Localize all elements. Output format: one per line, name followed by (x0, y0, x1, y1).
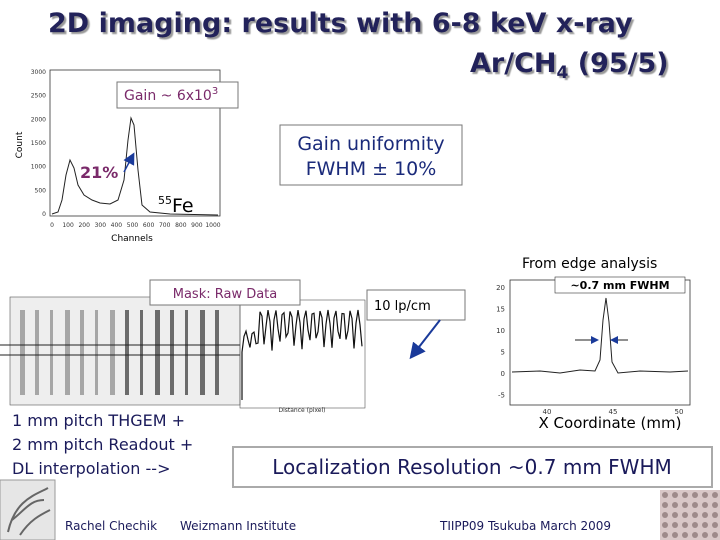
x-tick-label: 400 (111, 222, 123, 229)
fwhm-box (554, 276, 686, 294)
x-tick-label: 45 (609, 408, 618, 416)
stripe (200, 310, 205, 395)
x-tick-label: 700 (159, 222, 171, 229)
stripe (95, 310, 98, 395)
x-tick-label: 40 (543, 408, 552, 416)
y-tick-label: 0 (501, 370, 505, 378)
footer: Rachel Chechik Weizmann Institute TIIPP0… (65, 519, 611, 533)
y-tick-label: -5 (498, 392, 505, 400)
x-tick-label: 1000 (205, 222, 220, 229)
profile-curve (241, 309, 363, 400)
stripe (140, 310, 143, 395)
stripe (215, 310, 219, 395)
plot-frame (49, 69, 221, 217)
result-text: Localization Resolution ~0.7 mm FWHM (272, 455, 672, 479)
y-tick-label: 2000 (31, 116, 46, 123)
y-tick-label: 10 (496, 327, 505, 335)
axis-label: Count (15, 131, 25, 158)
y-tick-label: 3000 (31, 69, 46, 76)
gain-text: Gain ~ 6x10 (124, 88, 212, 104)
note: 1 mm pitch THGEM + (12, 411, 185, 430)
uniformity-text: FWHM ± 10% (306, 158, 437, 180)
note: 2 mm pitch Readout + (12, 435, 193, 454)
arrow (409, 319, 441, 360)
stripe (50, 310, 53, 395)
y-tick-label: 500 (35, 187, 47, 194)
spectrum-plot: 3000 2500 2000 1500 1000 500 00 100 200 300 400 500… (15, 69, 239, 244)
stripe (170, 310, 174, 395)
axis-label: X Coordinate (mm) (539, 414, 682, 432)
title-part: (95/5) (568, 48, 668, 79)
edge-plot: From edge analysis ~0.7 mm FWHM 20151050… (496, 256, 691, 432)
spectrum-curve (51, 116, 219, 216)
x-tick-label: 600 (143, 222, 155, 229)
mask-box (149, 279, 301, 306)
source-text: Fe (172, 195, 194, 217)
gain-sup: 3 (212, 86, 218, 97)
title: 2D imaging: results with 6-8 keV x-ray A… (48, 8, 669, 83)
x-tick-label: 900 (191, 222, 203, 229)
footer-institute: Weizmann Institute (180, 519, 296, 533)
y-tick-label: 1500 (31, 140, 46, 147)
stripe (20, 310, 25, 395)
stripe (80, 310, 84, 395)
stripe (125, 310, 129, 395)
stripe (35, 310, 39, 395)
mask-label: Mask: Raw Data (173, 287, 278, 302)
plot-frame (509, 279, 691, 406)
x-tick-label: 0 (50, 222, 54, 229)
footer-author: Rachel Chechik (65, 519, 157, 533)
stripe (155, 310, 160, 395)
notes: 1 mm pitch THGEM + 2 mm pitch Readout + … (12, 411, 193, 478)
lp-box (366, 289, 466, 321)
uniformity-text: Gain uniformity (297, 133, 444, 155)
x-tick-label: 500 (127, 222, 139, 229)
y-tick-label: 2500 (31, 93, 46, 100)
stripe (110, 310, 115, 395)
result-box (232, 446, 713, 488)
fwhm-label: ~0.7 mm FWHM (570, 279, 669, 292)
y-tick-label: 1000 (31, 164, 46, 171)
note: DL interpolation --> (12, 459, 170, 478)
resolution-label: 21% (80, 163, 118, 182)
arrow (123, 152, 135, 173)
title-sub: 4 (556, 63, 568, 83)
gain-box (116, 81, 239, 109)
footer-event: TIIPP09 Tsukuba March 2009 (439, 519, 611, 533)
stripe (65, 310, 70, 395)
source-label: 55Fe (158, 194, 194, 217)
gain-label: Gain ~ 6x103 (124, 86, 218, 104)
x-tick-label: 50 (675, 408, 684, 416)
raw-image: Distance (pixel) Mask: Raw Data 10 lp/cm (0, 279, 466, 414)
edge-curve (511, 297, 689, 374)
source-sup: 55 (158, 194, 172, 207)
x-tick-label: 200 (78, 222, 90, 229)
y-tick-label: 5 (501, 349, 505, 357)
axis-label: Distance (pixel) (278, 407, 325, 414)
uniformity-box (279, 124, 463, 186)
y-tick-label: 0 (42, 211, 46, 218)
edge-caption: From edge analysis (522, 256, 657, 272)
title-line: 2D imaging: results with 6-8 keV x-ray (48, 8, 633, 39)
stripe (185, 310, 188, 395)
corner-image (660, 490, 720, 540)
profile-frame (239, 299, 366, 409)
x-tick-label: 300 (95, 222, 107, 229)
lp-label: 10 lp/cm (374, 299, 431, 314)
title-line: Ar/CH4 (95/5) (470, 48, 669, 83)
x-tick-label: 800 (175, 222, 187, 229)
y-tick-label: 15 (496, 306, 505, 314)
logo-art (7, 487, 51, 536)
axis-label: Channels (111, 234, 153, 244)
y-tick-label: 20 (496, 284, 505, 292)
x-tick-label: 100 (62, 222, 74, 229)
title-part: Ar/CH (470, 48, 556, 79)
